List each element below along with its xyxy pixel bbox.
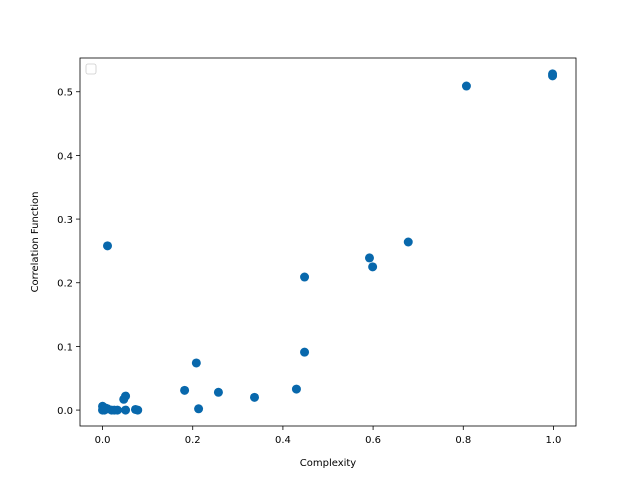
scatter-point [119, 394, 129, 404]
y-tick-label: 0.3 [57, 215, 73, 226]
x-axis-label: Complexity [300, 458, 357, 469]
scatter-point [300, 272, 310, 282]
scatter-point [109, 405, 119, 415]
x-tick-label: 1.0 [546, 435, 562, 446]
y-tick-label: 0.0 [57, 406, 73, 417]
scatter-point [101, 403, 111, 413]
y-tick-label: 0.2 [57, 279, 73, 290]
y-tick-label: 0.4 [57, 151, 73, 162]
scatter-point [180, 385, 190, 395]
scatter-point [368, 262, 378, 272]
scatter-point [250, 392, 260, 402]
scatter-point [461, 81, 471, 91]
scatter-point [548, 71, 558, 81]
scatter-point [300, 347, 310, 357]
plot-frame [79, 57, 577, 427]
x-tick-label: 0.8 [455, 435, 471, 446]
scatter-point [103, 241, 113, 251]
scatter-point [121, 405, 131, 415]
y-axis-label: Correlation Function [30, 192, 41, 293]
scatter-point [191, 358, 201, 368]
x-tick-label: 0.2 [185, 435, 201, 446]
x-tick-label: 0.4 [275, 435, 291, 446]
x-tick-label: 0.0 [95, 435, 111, 446]
scatter-point [291, 384, 301, 394]
scatter-point [133, 405, 143, 415]
x-tick-label: 0.6 [365, 435, 381, 446]
scatter-point [194, 404, 204, 414]
scatter-point [403, 237, 413, 247]
y-tick-label: 0.5 [57, 88, 73, 99]
scatter-point [364, 253, 374, 263]
y-tick-label: 0.1 [57, 342, 73, 353]
legend-box [85, 63, 97, 75]
scatter-point [213, 387, 223, 397]
